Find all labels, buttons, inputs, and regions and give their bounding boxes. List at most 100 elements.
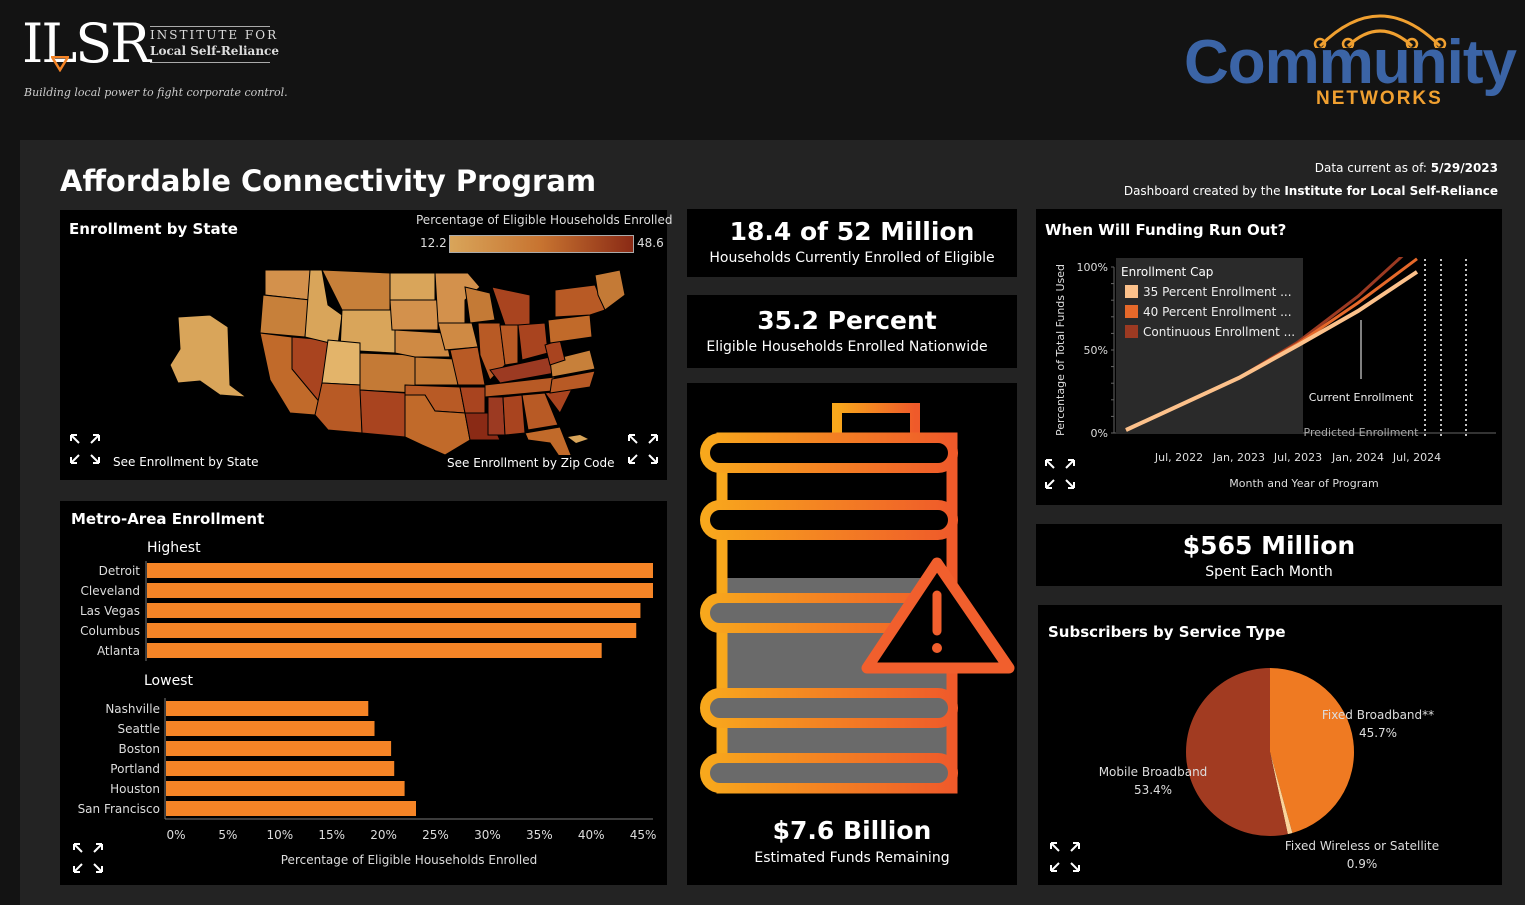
ilsr-logo-text: ILSR — [22, 12, 151, 75]
created-by-label: Dashboard created by the — [1123, 184, 1281, 198]
bar-label: Seattle — [118, 722, 160, 736]
bar-nashville — [166, 701, 369, 716]
map-legend-min: 12.2 — [420, 236, 447, 250]
pie-value-label: 53.4% — [1134, 783, 1172, 797]
data-current-line: Data current as of: 5/29/2023 — [1315, 161, 1498, 175]
bar-portland — [166, 761, 395, 776]
kpi-enrolled-value: 18.4 of 52 Million — [729, 217, 975, 246]
service-chart-title: Subscribers by Service Type — [1048, 623, 1286, 641]
state-new-mexico — [359, 389, 406, 438]
pie-slice-fixed-wireless-or-satellite — [1270, 752, 1293, 835]
expand-icon — [628, 434, 658, 464]
bar-boston — [166, 741, 392, 756]
state-montana — [321, 269, 391, 311]
kpi-funds-value: $7.6 Billion — [772, 816, 932, 845]
see-enrollment-by-state-link[interactable]: See Enrollment by State — [113, 455, 259, 469]
expand-metro[interactable] — [71, 841, 105, 875]
community-networks-logo[interactable]: Community NETWORKS — [1180, 6, 1520, 111]
pie-value-label: 45.7% — [1359, 726, 1397, 740]
funding-chart-title: When Will Funding Run Out? — [1045, 221, 1287, 239]
state-pennsylvania — [547, 314, 593, 344]
state-michigan — [491, 286, 531, 326]
data-current-value: 5/29/2023 — [1430, 161, 1498, 175]
state-virginia — [549, 349, 596, 378]
kpi-monthly-panel: $565 Million Spent Each Month — [1036, 524, 1502, 586]
ilsr-divider-2 — [150, 62, 270, 63]
see-enrollment-by-zip-link[interactable]: See Enrollment by Zip Code — [447, 456, 615, 470]
bar-label: Portland — [110, 762, 160, 776]
state-north-dakota — [389, 272, 436, 301]
map-color-legend — [449, 235, 634, 253]
service-pie-chart: Fixed Broadband** 45.7% Fixed Wireless or … — [1038, 605, 1502, 885]
legend-swatch — [1125, 325, 1138, 338]
legend-swatch — [1125, 305, 1138, 318]
state-iowa — [437, 322, 479, 351]
expand-service[interactable] — [1048, 840, 1082, 874]
bar-detroit — [147, 563, 653, 578]
expand-icon — [73, 843, 103, 873]
bar-label: Nashville — [105, 702, 160, 716]
y-tick-label: 50% — [1084, 344, 1108, 357]
state-south-dakota — [389, 299, 439, 331]
map-legend-max: 48.6 — [637, 236, 664, 250]
expand-icon — [1050, 842, 1080, 872]
ilsr-logo[interactable]: ILSR INSTITUTE FOR Local Self-Reliance B… — [22, 12, 288, 104]
pie-slice-mobile-broadband — [1186, 668, 1288, 836]
legend-label: 40 Percent Enrollment ... — [1143, 305, 1292, 319]
x-tick-label: 40% — [578, 828, 605, 842]
x-tick-label: Jul, 2023 — [1273, 451, 1322, 464]
state-kansas — [414, 356, 459, 386]
funding-line-svg: 0% 50% 100% Jul, 2022 Jan, 2023 Jul, 2023 Jan,… — [1054, 257, 1496, 490]
state-hawaii — [568, 435, 588, 443]
kpi-funds-label: Estimated Funds Remaining — [754, 850, 950, 866]
bar-seattle — [166, 721, 375, 736]
expand-funding[interactable] — [1043, 457, 1077, 491]
metro-chart-title: Metro-Area Enrollment — [71, 510, 265, 528]
state-new-york — [554, 284, 606, 318]
dashboard-area: Affordable Connectivity Program Data cur… — [20, 140, 1525, 905]
state-wisconsin — [464, 286, 496, 324]
group-label-highest: Highest — [147, 540, 201, 556]
x-tick-label: 0% — [166, 828, 185, 842]
x-axis-title: Month and Year of Program — [1229, 477, 1378, 490]
cn-logo-sub: NETWORKS — [1316, 88, 1443, 109]
bar-label: Atlanta — [97, 644, 140, 658]
x-tick-label: 20% — [370, 828, 397, 842]
network-arc-icon — [1313, 14, 1447, 48]
ilsr-org-line1: INSTITUTE FOR — [150, 28, 279, 42]
y-tick-label: 0% — [1091, 427, 1108, 440]
group-label-lowest: Lowest — [144, 673, 193, 689]
pie-value-label: 0.9% — [1347, 857, 1378, 871]
expand-icon — [70, 434, 100, 464]
created-by-line: Dashboard created by the Institute for L… — [1124, 184, 1498, 198]
state-alaska — [169, 314, 248, 398]
cn-logo-main: Community — [1184, 28, 1517, 97]
x-axis-title: Percentage of Eligible Households Enroll… — [281, 853, 538, 867]
x-tick-label: 25% — [422, 828, 449, 842]
state-nebraska — [394, 329, 451, 358]
dashboard-title: Affordable Connectivity Program — [60, 164, 597, 198]
x-tick-label: 30% — [474, 828, 501, 842]
us-states-map[interactable] — [60, 265, 667, 455]
y-tick-label: 100% — [1077, 261, 1108, 274]
legend-label: 35 Percent Enrollment ... — [1143, 285, 1292, 299]
created-by-value: Institute for Local Self-Reliance — [1284, 184, 1498, 198]
legend-label: Continuous Enrollment ... — [1143, 325, 1295, 339]
expand-state-right[interactable] — [626, 432, 660, 466]
bar-label: Boston — [119, 742, 160, 756]
service-pie-svg: Fixed Broadband** 45.7% Fixed Wireless or … — [1099, 668, 1439, 871]
ilsr-org-line2: Local Self-Reliance — [150, 44, 279, 58]
kpi-monthly-label: Spent Each Month — [1205, 564, 1333, 580]
y-axis-title: Percentage of Total Funds Used — [1054, 264, 1067, 436]
header: ILSR INSTITUTE FOR Local Self-Reliance B… — [0, 0, 1525, 140]
state-indiana — [499, 324, 519, 366]
state-arkansas — [459, 386, 486, 414]
legend-title: Enrollment Cap — [1121, 265, 1213, 279]
series-line — [1125, 270, 1419, 432]
kpi-enrolled-panel: 18.4 of 52 Million Households Currently … — [687, 209, 1017, 277]
x-tick-label: Jan, 2024 — [1331, 451, 1384, 464]
kpi-percent-value: 35.2 Percent — [757, 306, 937, 335]
expand-state-left[interactable] — [68, 432, 102, 466]
ilsr-tagline: Building local power to fight corporate … — [24, 86, 288, 99]
bar-san-francisco — [166, 801, 416, 816]
